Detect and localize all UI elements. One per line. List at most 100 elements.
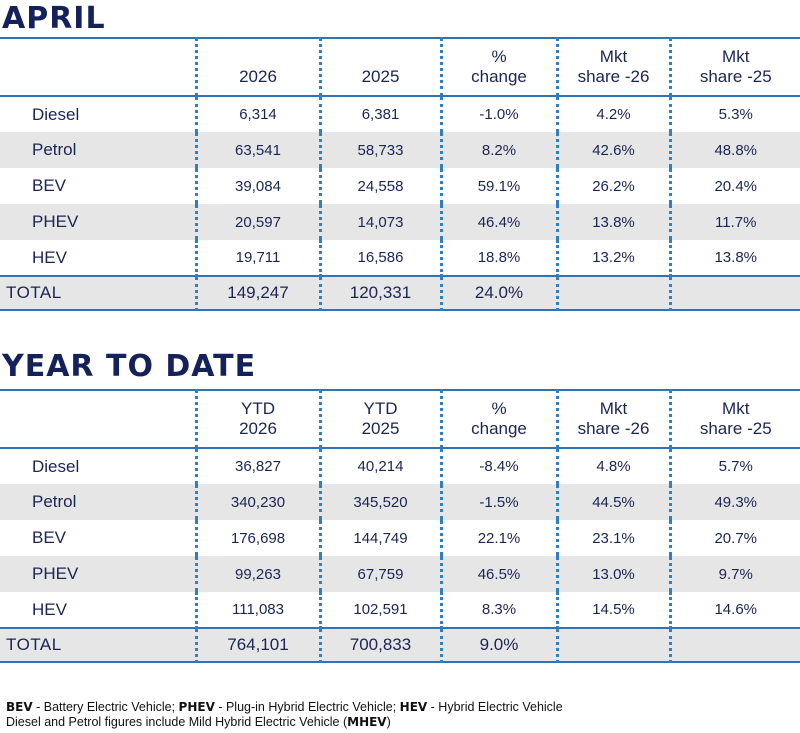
percent-change: 22.1% [439,520,557,556]
mkt-share-26: 13.8% [555,204,670,240]
fuel-label: PHEV [0,556,196,592]
table-row: BEV 176,698 144,749 22.1% 23.1% 20.7% [0,520,800,556]
footnote-line-mhev: Diesel and Petrol figures include Mild H… [6,715,796,730]
abbr-phev: PHEV [178,700,215,714]
percent-change: 8.2% [439,132,557,168]
abbr-mhev: MHEV [347,715,387,729]
mkt-share-26: 13.0% [555,556,670,592]
total-percent-change: 9.0% [439,628,557,662]
percent-change: -1.0% [439,96,557,132]
abbr-bev: BEV [6,700,33,714]
mkt-share-25: 20.7% [668,520,800,556]
april-section-title: APRIL [2,1,106,36]
header-2025: 2025 [318,38,441,96]
mkt-share-26: 42.6% [555,132,670,168]
percent-change: 18.8% [439,240,557,276]
total-value-2025: 120,331 [318,276,441,310]
mhev-note-text: Diesel and Petrol figures include Mild H… [6,715,348,729]
mkt-share-25: 49.3% [668,484,800,520]
value-ytd-2026: 111,083 [194,592,320,628]
header-mkt-share-25: Mkt share -25 [668,38,800,96]
value-2026: 20,597 [194,204,320,240]
percent-change: 8.3% [439,592,557,628]
total-label: TOTAL [0,628,196,662]
abbr-hev-desc: - Hybrid Electric Vehicle [427,700,563,714]
table-row: PHEV 99,263 67,759 46.5% 13.0% 9.7% [0,556,800,592]
mkt-share-25: 48.8% [668,132,800,168]
table-row: HEV 19,711 16,586 18.8% 13.2% 13.8% [0,240,800,276]
total-mkt-share-26 [555,628,670,662]
percent-change: -8.4% [439,448,557,484]
april-table: 2026 2025 % change Mkt share -26 Mkt sha… [0,37,800,311]
fuel-label: BEV [32,528,67,547]
value-ytd-2025: 67,759 [318,556,441,592]
footnote: BEV - Battery Electric Vehicle; PHEV - P… [6,700,796,730]
mkt-share-25: 20.4% [668,168,800,204]
abbr-phev-desc: - Plug-in Hybrid Electric Vehicle; [214,700,400,714]
total-row: TOTAL 764,101 700,833 9.0% [0,628,800,662]
value-ytd-2026: 176,698 [194,520,320,556]
abbr-bev-desc: - Battery Electric Vehicle; [32,700,179,714]
mkt-share-26: 13.2% [555,240,670,276]
value-ytd-2025: 102,591 [318,592,441,628]
header-ytd-2025: YTD 2025 [318,390,441,448]
fuel-label: HEV [32,247,67,267]
total-mkt-share-25 [668,276,800,310]
mkt-share-25: 13.8% [668,240,800,276]
table-row: BEV 39,084 24,558 59.1% 26.2% 20.4% [0,168,800,204]
value-2026: 6,314 [194,96,320,132]
total-mkt-share-26 [555,276,670,310]
percent-change: -1.5% [439,484,557,520]
total-value-ytd-2026: 764,101 [194,628,320,662]
table-row: HEV 111,083 102,591 8.3% 14.5% 14.6% [0,592,800,628]
table-row: Petrol 63,541 58,733 8.2% 42.6% 48.8% [0,132,800,168]
fuel-label: Diesel [32,456,80,476]
value-ytd-2025: 345,520 [318,484,441,520]
abbr-hev: HEV [399,700,428,714]
header-fuel-type [0,390,196,448]
ytd-table-header: YTD 2026 YTD 2025 % change Mkt share -26… [0,390,800,448]
table-row: Diesel 36,827 40,214 -8.4% 4.8% 5.7% [0,448,800,484]
header-percent-change: % change [439,38,557,96]
fuel-label: HEV [32,599,67,619]
mkt-share-26: 14.5% [555,592,670,628]
total-mkt-share-25 [668,628,800,662]
mkt-share-25: 11.7% [668,204,800,240]
value-ytd-2026: 36,827 [194,448,320,484]
percent-change: 59.1% [439,168,557,204]
mhev-note-end: ) [386,715,391,729]
ytd-section-title: YEAR TO DATE [2,349,257,384]
value-2025: 58,733 [318,132,441,168]
ytd-table: YTD 2026 YTD 2025 % change Mkt share -26… [0,389,800,663]
value-2025: 24,558 [318,168,441,204]
value-ytd-2026: 340,230 [194,484,320,520]
mkt-share-26: 23.1% [555,520,670,556]
header-mkt-share-25: Mkt share -25 [668,390,800,448]
fuel-label: PHEV [0,204,196,240]
header-mkt-share-26: Mkt share -26 [555,390,670,448]
mkt-share-26: 4.2% [555,96,670,132]
value-2025: 14,073 [318,204,441,240]
value-2026: 19,711 [194,240,320,276]
mkt-share-26: 26.2% [555,168,670,204]
mkt-share-25: 5.7% [668,448,800,484]
fuel-label: Petrol [0,132,196,168]
mkt-share-26: 44.5% [555,484,670,520]
percent-change: 46.4% [439,204,557,240]
value-ytd-2026: 99,263 [194,556,320,592]
header-fuel-type [0,38,196,96]
footnote-line-abbreviations: BEV - Battery Electric Vehicle; PHEV - P… [6,700,796,715]
fuel-label: BEV [32,176,67,195]
value-ytd-2025: 40,214 [318,448,441,484]
total-value-ytd-2025: 700,833 [318,628,441,662]
total-percent-change: 24.0% [439,276,557,310]
total-label: TOTAL [0,276,196,310]
table-row: PHEV 20,597 14,073 46.4% 13.8% 11.7% [0,204,800,240]
header-mkt-share-26: Mkt share -26 [555,38,670,96]
total-value-2026: 149,247 [194,276,320,310]
header-ytd-2026: YTD 2026 [194,390,320,448]
fuel-label: Diesel [32,104,80,124]
mkt-share-25: 14.6% [668,592,800,628]
mkt-share-25: 9.7% [668,556,800,592]
header-percent-change: % change [439,390,557,448]
